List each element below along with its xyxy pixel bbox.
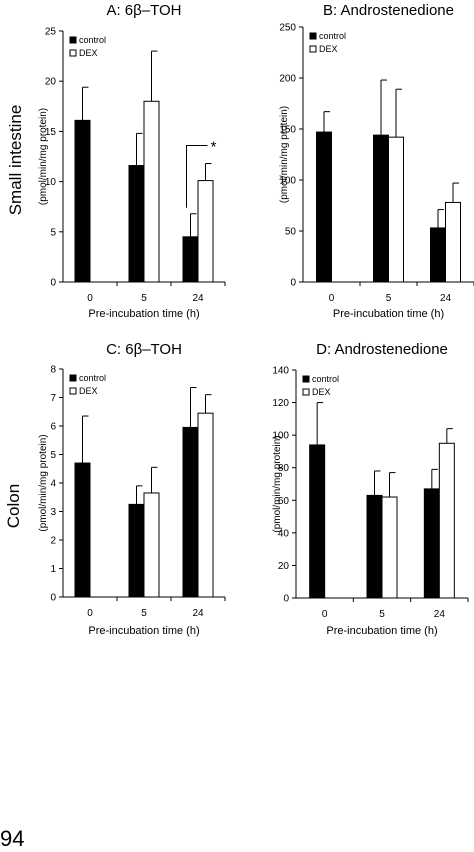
- bar-control-24: [430, 227, 446, 283]
- bar-control-5: [366, 494, 383, 599]
- x-axis-label: Pre-incubation time (h): [88, 308, 199, 320]
- y-tick-label: 250: [279, 23, 296, 34]
- y-tick-label: 15: [45, 127, 57, 138]
- chart-c-colon-6b-toh: C: 6β–TOH 0 1 2 3 4 5 6 7 8 (pmol/min/mg protein) 0…: [38, 341, 226, 637]
- y-tick-label: 150: [279, 125, 296, 136]
- bar-dex-24: [197, 412, 214, 598]
- x-tick-label: 0: [322, 609, 328, 620]
- legend-swatch-control: [309, 32, 317, 40]
- y-axis-label: (pmol/min/mg protein): [38, 108, 49, 205]
- page-number: 94: [0, 826, 25, 851]
- chart-b-small-intestine-androstenedione: B: Androstenedione050100150200250(pmol/m…: [279, 2, 474, 320]
- y-tick-label: 5: [50, 227, 56, 238]
- y-tick-label: 4: [50, 479, 56, 490]
- y-tick-label: 100: [272, 431, 289, 442]
- chart-d-colon-androstenedione: D: Androstenedione 0 20 40 60 80 100 120 140 (pmo…: [272, 341, 469, 637]
- y-tick-label: 100: [279, 176, 296, 187]
- bar-control-24: [423, 488, 440, 599]
- bar-control-0: [74, 119, 91, 283]
- chart-title: A: 6β–TOH: [106, 2, 181, 19]
- y-tick-label: 0: [283, 594, 289, 605]
- bar-control-5: [128, 165, 145, 283]
- chart-title: D: Androstenedione: [316, 341, 448, 358]
- bar-control-5: [128, 503, 145, 598]
- x-tick-label: 24: [440, 293, 452, 304]
- x-tick-label: 0: [329, 293, 335, 304]
- bar-control-0: [74, 462, 91, 598]
- legend-label-dex: DEX: [79, 48, 98, 58]
- y-tick-label: 20: [278, 561, 290, 572]
- y-tick-label: 6: [50, 422, 56, 433]
- legend-label-control: control: [79, 373, 106, 383]
- y-tick-label: 8: [50, 365, 56, 376]
- bar-dex-5: [143, 100, 160, 283]
- legend-swatch-control: [302, 375, 310, 383]
- y-tick-label: 80: [278, 463, 290, 474]
- bar-control-5: [373, 134, 389, 283]
- bar-dex-5: [381, 496, 398, 599]
- bar-control-24: [182, 426, 199, 598]
- x-axis-label: Pre-incubation time (h): [88, 625, 199, 637]
- y-tick-label: 50: [285, 227, 297, 238]
- chart-title: C: 6β–TOH: [106, 341, 182, 358]
- bar-dex-5: [143, 492, 160, 598]
- bar-control-0: [316, 131, 332, 283]
- x-tick-label: 5: [141, 608, 147, 619]
- y-tick-label: 0: [290, 278, 296, 289]
- legend-label-control: control: [319, 31, 346, 41]
- bar-dex-5: [388, 136, 404, 283]
- y-tick-label: 1: [50, 564, 56, 575]
- y-tick-label: 140: [272, 366, 289, 377]
- y-tick-label: 0: [50, 278, 56, 289]
- y-tick-label: 200: [279, 74, 296, 85]
- legend-label-control: control: [312, 374, 339, 384]
- legend-swatch-dex: [69, 49, 77, 57]
- legend-swatch-dex: [302, 388, 310, 396]
- bar-control-0: [309, 444, 326, 599]
- x-tick-label: 5: [386, 293, 392, 304]
- significance-bracket: [186, 145, 208, 208]
- y-tick-label: 60: [278, 496, 290, 507]
- legend-label-dex: DEX: [79, 386, 98, 396]
- x-axis-label: Pre-incubation time (h): [333, 308, 444, 320]
- y-tick-label: 0: [50, 593, 56, 604]
- legend-label-dex: DEX: [319, 44, 338, 54]
- x-tick-label: 0: [87, 293, 93, 304]
- legend-swatch-dex: [309, 45, 317, 53]
- legend-swatch-control: [69, 36, 77, 44]
- x-tick-label: 0: [87, 608, 93, 619]
- y-tick-label: 2: [50, 536, 56, 547]
- y-axis-label: (pmol/min/mg protein): [272, 435, 283, 532]
- y-tick-label: 5: [50, 450, 56, 461]
- x-tick-label: 24: [434, 609, 446, 620]
- y-tick-label: 10: [45, 177, 57, 188]
- y-tick-label: 3: [50, 507, 56, 518]
- y-tick-label: 40: [278, 528, 290, 539]
- x-tick-label: 24: [192, 293, 204, 304]
- significance-asterisk: *: [211, 139, 217, 156]
- x-axis-label: Pre-incubation time (h): [326, 625, 437, 637]
- bar-dex-24: [438, 442, 455, 599]
- row-label-colon: Colon: [4, 483, 23, 529]
- legend-label-control: control: [79, 35, 106, 45]
- legend-swatch-dex: [69, 387, 77, 395]
- bar-control-24: [182, 236, 199, 283]
- y-tick-label: 7: [50, 393, 56, 404]
- y-axis-label: (pmol/min/mg protein): [38, 434, 49, 531]
- legend-swatch-control: [69, 374, 77, 382]
- y-tick-label: 120: [272, 398, 289, 409]
- chart-title: B: Androstenedione: [323, 2, 454, 19]
- y-tick-label: 25: [45, 27, 57, 38]
- y-axis-label: (pmol/min/mg protein): [279, 106, 290, 203]
- legend-label-dex: DEX: [312, 387, 331, 397]
- x-tick-label: 5: [141, 293, 147, 304]
- x-tick-label: 24: [192, 608, 204, 619]
- bar-dex-24: [445, 201, 461, 283]
- chart-a-small-intestine-6b-toh: A: 6β–TOH 0 5 10 15 20 25 (pmol/min/mg protein)…: [38, 2, 226, 320]
- y-tick-label: 20: [45, 77, 57, 88]
- bar-dex-24: [197, 180, 214, 283]
- x-tick-label: 5: [379, 609, 385, 620]
